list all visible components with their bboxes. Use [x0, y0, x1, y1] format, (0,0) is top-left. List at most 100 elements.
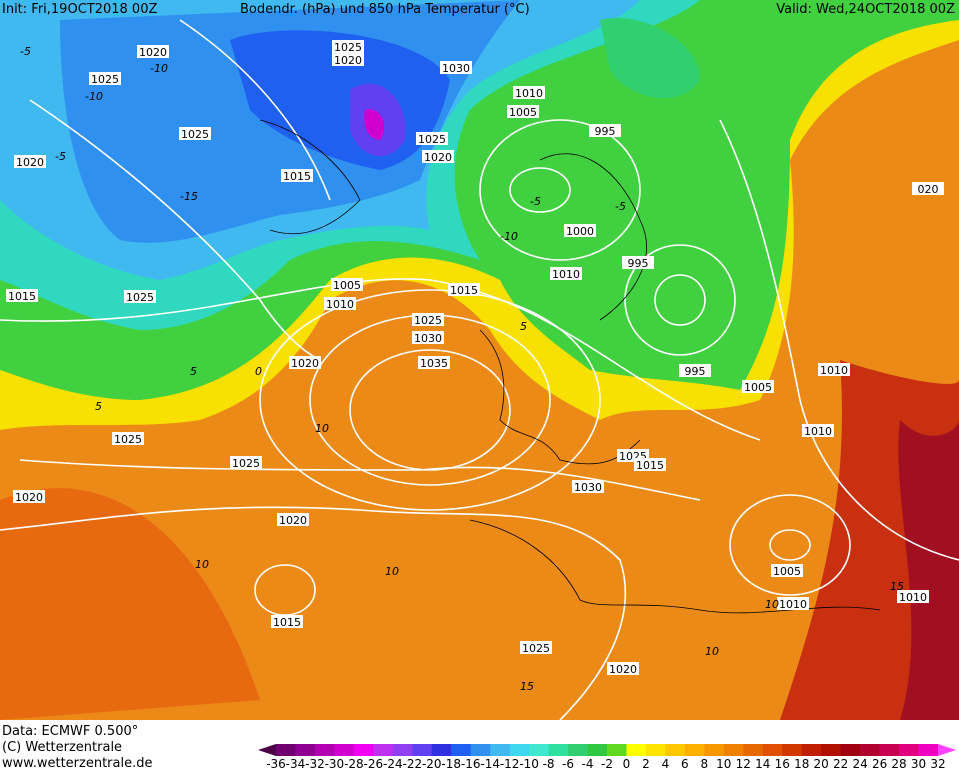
temperature-label: -10 — [500, 230, 518, 243]
isobar-label-bg — [137, 45, 169, 58]
isobar-label: 1020 — [609, 663, 637, 676]
init-time: Init: Fri,19OCT2018 00Z — [2, 2, 157, 17]
isobar-label-bg — [622, 256, 654, 269]
website: www.wetterzentrale.de — [2, 756, 152, 770]
isobar-label: 1025 — [181, 128, 209, 141]
isobar-label-bg — [802, 424, 834, 437]
isobar-label-bg — [607, 662, 639, 675]
legend-arrow — [938, 744, 956, 756]
isobar-label-bg — [412, 331, 444, 344]
legend-label: 22 — [833, 757, 848, 770]
isobar-label: 1025 — [114, 433, 142, 446]
legend-swatch — [899, 744, 920, 756]
legend-label: 28 — [891, 757, 906, 770]
temperature-label: 10 — [765, 598, 779, 611]
temperature-label: -5 — [20, 45, 31, 58]
isobar-label-bg — [281, 169, 313, 182]
legend-label: -30 — [325, 757, 345, 770]
legend-label: 14 — [755, 757, 770, 770]
isobar-label-bg — [112, 432, 144, 445]
isobar-label: 1020 — [424, 151, 452, 164]
isobar-label: 1020 — [291, 357, 319, 370]
data-source: Data: ECMWF 0.500° — [2, 724, 138, 739]
isobar-label: 020 — [918, 183, 939, 196]
legend-swatch — [743, 744, 764, 756]
legend-swatch — [314, 744, 335, 756]
legend-label: 30 — [911, 757, 926, 770]
isobar-label-bg — [14, 155, 46, 168]
temperature-label: -15 — [180, 190, 198, 203]
isobar-label-bg — [89, 72, 121, 85]
temperature-label: 0 — [255, 365, 262, 378]
legend-label: -14 — [480, 757, 500, 770]
isobar-label-bg — [332, 40, 364, 53]
legend-label: -6 — [562, 757, 574, 770]
legend-label: 12 — [736, 757, 751, 770]
isobar-label: 1025 — [334, 41, 362, 54]
legend-label: 4 — [662, 757, 670, 770]
legend-label: 20 — [814, 757, 829, 770]
valid-time: Valid: Wed,24OCT2018 00Z — [776, 2, 955, 17]
legend-swatch — [860, 744, 881, 756]
legend-swatch — [431, 744, 452, 756]
temperature-label: 10 — [385, 565, 399, 578]
isobar-label-bg — [271, 615, 303, 628]
isobar-label-bg — [679, 364, 711, 377]
isobar-label-bg — [422, 150, 454, 163]
isobar-label: 1030 — [574, 481, 602, 494]
isobar-label: 995 — [595, 125, 616, 138]
temperature-label: -5 — [530, 195, 541, 208]
map-title: Bodendr. (hPa) und 850 hPa Temperatur (°… — [240, 2, 530, 17]
legend-swatch — [801, 744, 822, 756]
isobar-label: 1020 — [139, 46, 167, 59]
isobar-label: 1030 — [414, 332, 442, 345]
isobar-label: 1005 — [744, 381, 772, 394]
legend-label: 8 — [701, 757, 709, 770]
legend-label: -36 — [266, 757, 286, 770]
isobar-label: 995 — [628, 257, 649, 270]
legend-swatch — [529, 744, 550, 756]
isobar-label: 1035 — [420, 357, 448, 370]
legend-swatch — [879, 744, 900, 756]
isobar-label: 1005 — [773, 565, 801, 578]
isobar-label: 1010 — [515, 87, 543, 100]
isobar-label-bg — [777, 597, 809, 610]
legend-label: 16 — [775, 757, 790, 770]
temperature-label: 15 — [520, 680, 534, 693]
legend-swatch — [373, 744, 394, 756]
legend-label: -16 — [461, 757, 481, 770]
isobar-label-bg — [332, 53, 364, 66]
legend-label: -24 — [383, 757, 403, 770]
isobar-label-bg — [513, 86, 545, 99]
legend-swatch — [762, 744, 783, 756]
legend-swatch — [276, 744, 296, 756]
legend-swatch — [509, 744, 530, 756]
legend-label: -12 — [500, 757, 520, 770]
isobar-label-bg — [324, 297, 356, 310]
isobar-label: 1020 — [334, 54, 362, 67]
legend-swatch — [607, 744, 627, 756]
legend-swatch — [295, 744, 316, 756]
legend-swatch — [392, 744, 413, 756]
isobar-label-bg — [771, 564, 803, 577]
temperature-label: -10 — [85, 90, 103, 103]
legend-swatch — [645, 744, 666, 756]
legend-label: 24 — [852, 757, 867, 770]
legend-swatch — [548, 744, 569, 756]
temperature-label: -10 — [150, 62, 168, 75]
legend-swatch — [587, 744, 608, 756]
legend-swatch — [821, 744, 842, 756]
isobar-label-bg — [912, 182, 944, 195]
legend-label: -4 — [582, 757, 594, 770]
isobar-label: 1010 — [820, 364, 848, 377]
isobar-label-bg — [124, 290, 156, 303]
legend-label: 6 — [681, 757, 689, 770]
legend-label: 0 — [623, 757, 631, 770]
isobar-label-bg — [572, 480, 604, 493]
isobar-label: 1005 — [509, 106, 537, 119]
isobar-label-bg — [331, 278, 363, 291]
isobar-label-bg — [589, 124, 621, 137]
copyright: (C) Wetterzentrale — [2, 740, 122, 755]
isobar-label: 1000 — [566, 225, 594, 238]
